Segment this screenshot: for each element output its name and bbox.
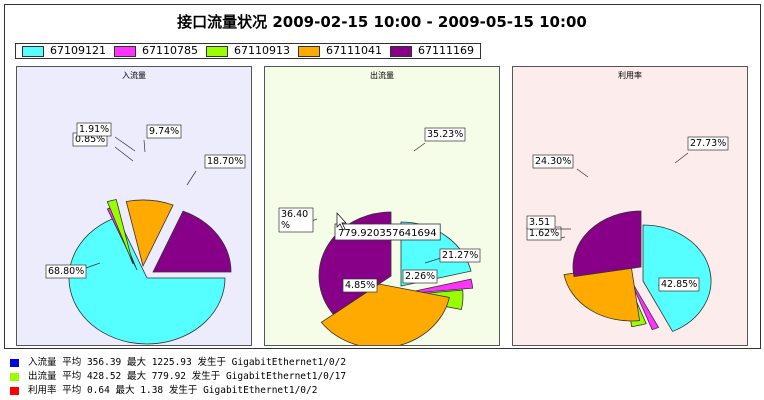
slice-label-box [424,127,466,142]
label-leader-line [674,152,689,164]
slice-label: 3.51 [529,217,550,228]
pie-chart-util: 42.85% 1.62%3.51 24.30% 27.73% [526,136,729,332]
legend: 67109121 67110785 67110913 67111041 6711… [15,43,481,59]
label-leader-line [576,168,589,178]
label-leader-line [114,146,134,162]
legend-label: 67111041 [326,44,382,57]
legend-swatch [22,46,44,57]
legend-label: 67110913 [234,44,290,57]
slice-label-box [204,154,246,169]
slice-label-box [146,124,182,139]
legend-swatch [114,46,136,57]
mouse-cursor-icon [336,212,347,231]
slice-label-box [402,269,438,284]
slice-label-box [439,248,481,263]
label-leader-line [143,139,146,153]
slice-label-box [342,278,378,293]
pie-panel-util: 利用率 42.85% 1.62% 3.51 24.30% 27.73% [512,66,748,346]
pie-slice-67110785[interactable] [400,278,474,295]
slice-label: 42.85% [661,279,697,290]
slice-label-box [687,136,729,151]
slice-label-box [532,154,574,169]
pie-slice-67109121[interactable] [68,216,226,345]
footer-swatch [10,373,19,381]
pie-panel-out: 出流量 21.27% 2.26% 4.85% 36.40% 35.23% 779.9203… [264,66,500,346]
panel-title: 出流量 [370,71,394,80]
slice-label: 0.85% [75,134,105,145]
pie-slice-67111041[interactable] [320,283,450,345]
pie-panel-in: 入流量 68.80% 0.85% 1.91% 9.74% 18.70% [16,66,252,346]
pie-slice-67111169[interactable] [572,210,642,277]
slice-label: % [281,220,290,231]
legend-swatch [206,46,228,57]
footer-text: 出流量 平均 428.52 最大 779.92 发生于 GigabitEther… [28,371,347,382]
slice-label: 4.85% [345,280,375,291]
pie-slice-67111041[interactable] [125,199,174,268]
pie-slice-67110913[interactable] [106,199,134,265]
footer-text: 入流量 平均 356.39 最大 1225.93 发生于 GigabitEthe… [28,357,347,368]
label-leader-line [413,142,426,152]
slice-label: 2.26% [405,271,435,282]
label-leader-line [186,170,197,186]
slice-label-box [278,207,314,233]
slice-label: 35.23% [427,129,463,140]
legend-label: 67111169 [418,44,474,57]
slice-label: 1.91% [79,124,109,135]
footer-swatch [10,359,19,367]
footer-text: 利用率 平均 0.64 最大 1.38 发生于 GigabitEthernet1… [28,385,318,396]
label-leader-line [424,257,442,264]
slice-label-box [526,215,556,230]
panel-title: 入流量 [122,71,146,80]
pie-slice-67111169[interactable] [152,210,232,273]
legend-swatch [390,46,412,57]
pie-slice-67111041[interactable] [563,264,641,322]
label-leader-line [114,136,136,152]
legend-label: 67109121 [50,44,106,57]
tooltip-box [334,223,441,241]
slice-label: 9.74% [149,126,179,137]
slice-label: 1.62% [529,228,559,239]
pie-chart-out: 21.27% 2.26% 4.85% 36.40% 35.23% 779.92035764… [278,127,481,345]
panel-title: 利用率 [618,71,642,80]
slice-label: 21.27% [442,250,478,261]
slice-label: 24.30% [535,156,571,167]
slice-label: 18.70% [207,156,243,167]
slice-label: 36.40 [281,209,308,220]
slice-label-box [658,277,700,292]
footer-swatch [10,387,19,395]
tooltip-text: 779.920357641694 [338,228,437,239]
pie-slice-67110785[interactable] [628,276,660,331]
slice-label: 27.73% [690,138,726,149]
legend-swatch [298,46,320,57]
slice-label-box [76,122,112,137]
chart-title: 接口流量状况 2009-02-15 10:00 - 2009-05-15 10:… [177,13,587,31]
pie-chart-in: 68.80% 0.85%1.91% 9.74% 18.70% [45,122,246,345]
slice-label: 68.80% [48,266,84,277]
slice-label-box [45,264,87,279]
legend-label: 67110785 [142,44,198,57]
